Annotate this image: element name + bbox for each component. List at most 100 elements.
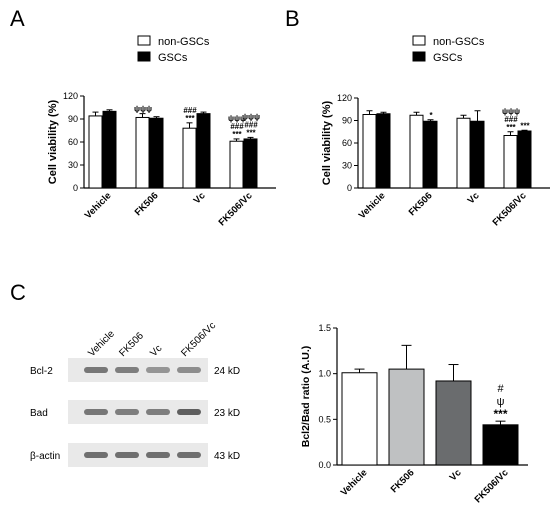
significance-label: #: [497, 383, 504, 395]
legend-swatch-0: [137, 35, 151, 46]
y-axis-label: Bcl2/Bad ratio (A.U.): [300, 346, 312, 448]
bar: [196, 113, 211, 189]
x-tick-label: Vehicle: [357, 190, 388, 221]
significance-label: ***: [246, 128, 256, 137]
significance-label: ###: [230, 122, 244, 131]
bar: [88, 115, 103, 189]
bar: [409, 114, 424, 189]
bar: [503, 135, 518, 189]
bar: [376, 113, 391, 189]
x-tick-label: Vc: [192, 190, 208, 206]
x-tick-label: FK506: [133, 190, 161, 218]
blot-band: [115, 452, 139, 458]
significance-label: ***: [232, 130, 242, 139]
band-size-label: 24 kD: [214, 366, 240, 377]
significance-label: ψψψ: [228, 114, 246, 123]
significance-label: *: [429, 111, 433, 120]
bar: [423, 120, 438, 189]
significance-label: ###: [504, 115, 518, 124]
bar: [456, 117, 471, 189]
blot-band: [115, 409, 139, 415]
legend-label-1: GSCs: [158, 52, 188, 64]
y-tick-label: 0.0: [318, 460, 331, 470]
y-tick-label: 30: [342, 161, 352, 171]
protein-label: Bcl-2: [30, 366, 53, 377]
bar: [435, 380, 472, 466]
significance-label: ***: [506, 123, 516, 132]
bar: [135, 116, 150, 189]
x-tick-label: FK506: [389, 467, 417, 495]
legend-label-0: non-GSCs: [433, 36, 485, 48]
y-tick-label: 120: [63, 91, 78, 101]
bar: [243, 138, 258, 189]
protein-label: β-actin: [30, 451, 60, 462]
x-tick-label: Vehicle: [339, 467, 370, 498]
y-tick-label: 60: [68, 137, 78, 147]
significance-label: ***: [185, 114, 195, 123]
blot-band: [146, 367, 170, 373]
panel-label-a: A: [10, 6, 25, 31]
chart-b: non-GSCs GSCs 0 30 60 90 120 Cell viability (%)…: [321, 35, 550, 228]
blot-band: [177, 409, 201, 415]
bar: [517, 130, 532, 189]
significance-label: ###: [244, 120, 258, 129]
bar: [470, 120, 485, 189]
panel-label-c: C: [10, 280, 26, 305]
protein-label: Bad: [30, 408, 48, 419]
significance-label: ψ: [497, 396, 505, 408]
lane-label: FK506: [117, 330, 146, 359]
x-tick-label: FK506/Vc: [491, 190, 529, 228]
panel-label-b: B: [285, 6, 300, 31]
blot-band: [146, 452, 170, 458]
x-tick-label: Vc: [466, 190, 482, 206]
lane-label: FK506/Vc: [179, 320, 218, 359]
bar: [482, 424, 519, 466]
lane-label: Vehicle: [86, 328, 117, 359]
significance-label: ψψψ: [242, 112, 260, 121]
legend-swatch-1: [412, 51, 426, 62]
y-axis-label: Cell viability (%): [47, 99, 59, 184]
band-size-label: 43 kD: [214, 451, 240, 462]
blot-band: [84, 409, 108, 415]
bar: [341, 372, 378, 466]
bar: [149, 117, 164, 189]
bar: [362, 114, 377, 189]
band-size-label: 23 kD: [214, 408, 240, 419]
blot-band: [84, 367, 108, 373]
y-tick-label: 1.5: [318, 323, 331, 333]
y-tick-label: 0: [73, 183, 78, 193]
x-tick-label: FK506/Vc: [473, 467, 511, 505]
legend-swatch-0: [412, 35, 426, 46]
blot-band: [115, 367, 139, 373]
significance-label: ψψψ: [134, 105, 152, 114]
y-tick-label: 60: [342, 138, 352, 148]
bar: [388, 368, 425, 466]
chart-c: 0.0 0.5 1.0 1.5 Bcl2/Bad ratio (A.U.) Vehicle…: [300, 323, 528, 505]
significance-label: ***: [493, 407, 507, 421]
legend-swatch-1: [137, 51, 151, 62]
y-tick-label: 1.0: [318, 369, 331, 379]
legend-label-0: non-GSCs: [158, 36, 210, 48]
x-tick-label: FK506: [407, 190, 435, 218]
blot-band: [177, 452, 201, 458]
y-tick-label: 90: [68, 114, 78, 124]
y-axis-label: Cell viability (%): [321, 100, 333, 185]
significance-label: ***: [520, 121, 530, 130]
y-tick-label: 0: [347, 183, 352, 193]
bar: [182, 127, 197, 189]
y-tick-label: 0.5: [318, 414, 331, 424]
y-tick-label: 30: [68, 160, 78, 170]
x-tick-label: Vehicle: [83, 190, 114, 221]
bar: [102, 110, 117, 189]
significance-label: ###: [183, 106, 197, 115]
blot-band: [84, 452, 108, 458]
x-tick-label: Vc: [448, 467, 464, 483]
chart-a: non-GSCs GSCs 0 30 60 90 120 Cell viability (%)…: [47, 35, 276, 228]
y-tick-label: 120: [337, 93, 352, 103]
blot-band: [146, 409, 170, 415]
western-blot: Vehicle FK506 Vc FK506/Vc Bcl-2 24 kD Bad 23 kD…: [30, 320, 240, 467]
significance-label: ψψψ: [502, 107, 520, 116]
lane-label: Vc: [148, 343, 164, 359]
legend-label-1: GSCs: [433, 52, 463, 64]
